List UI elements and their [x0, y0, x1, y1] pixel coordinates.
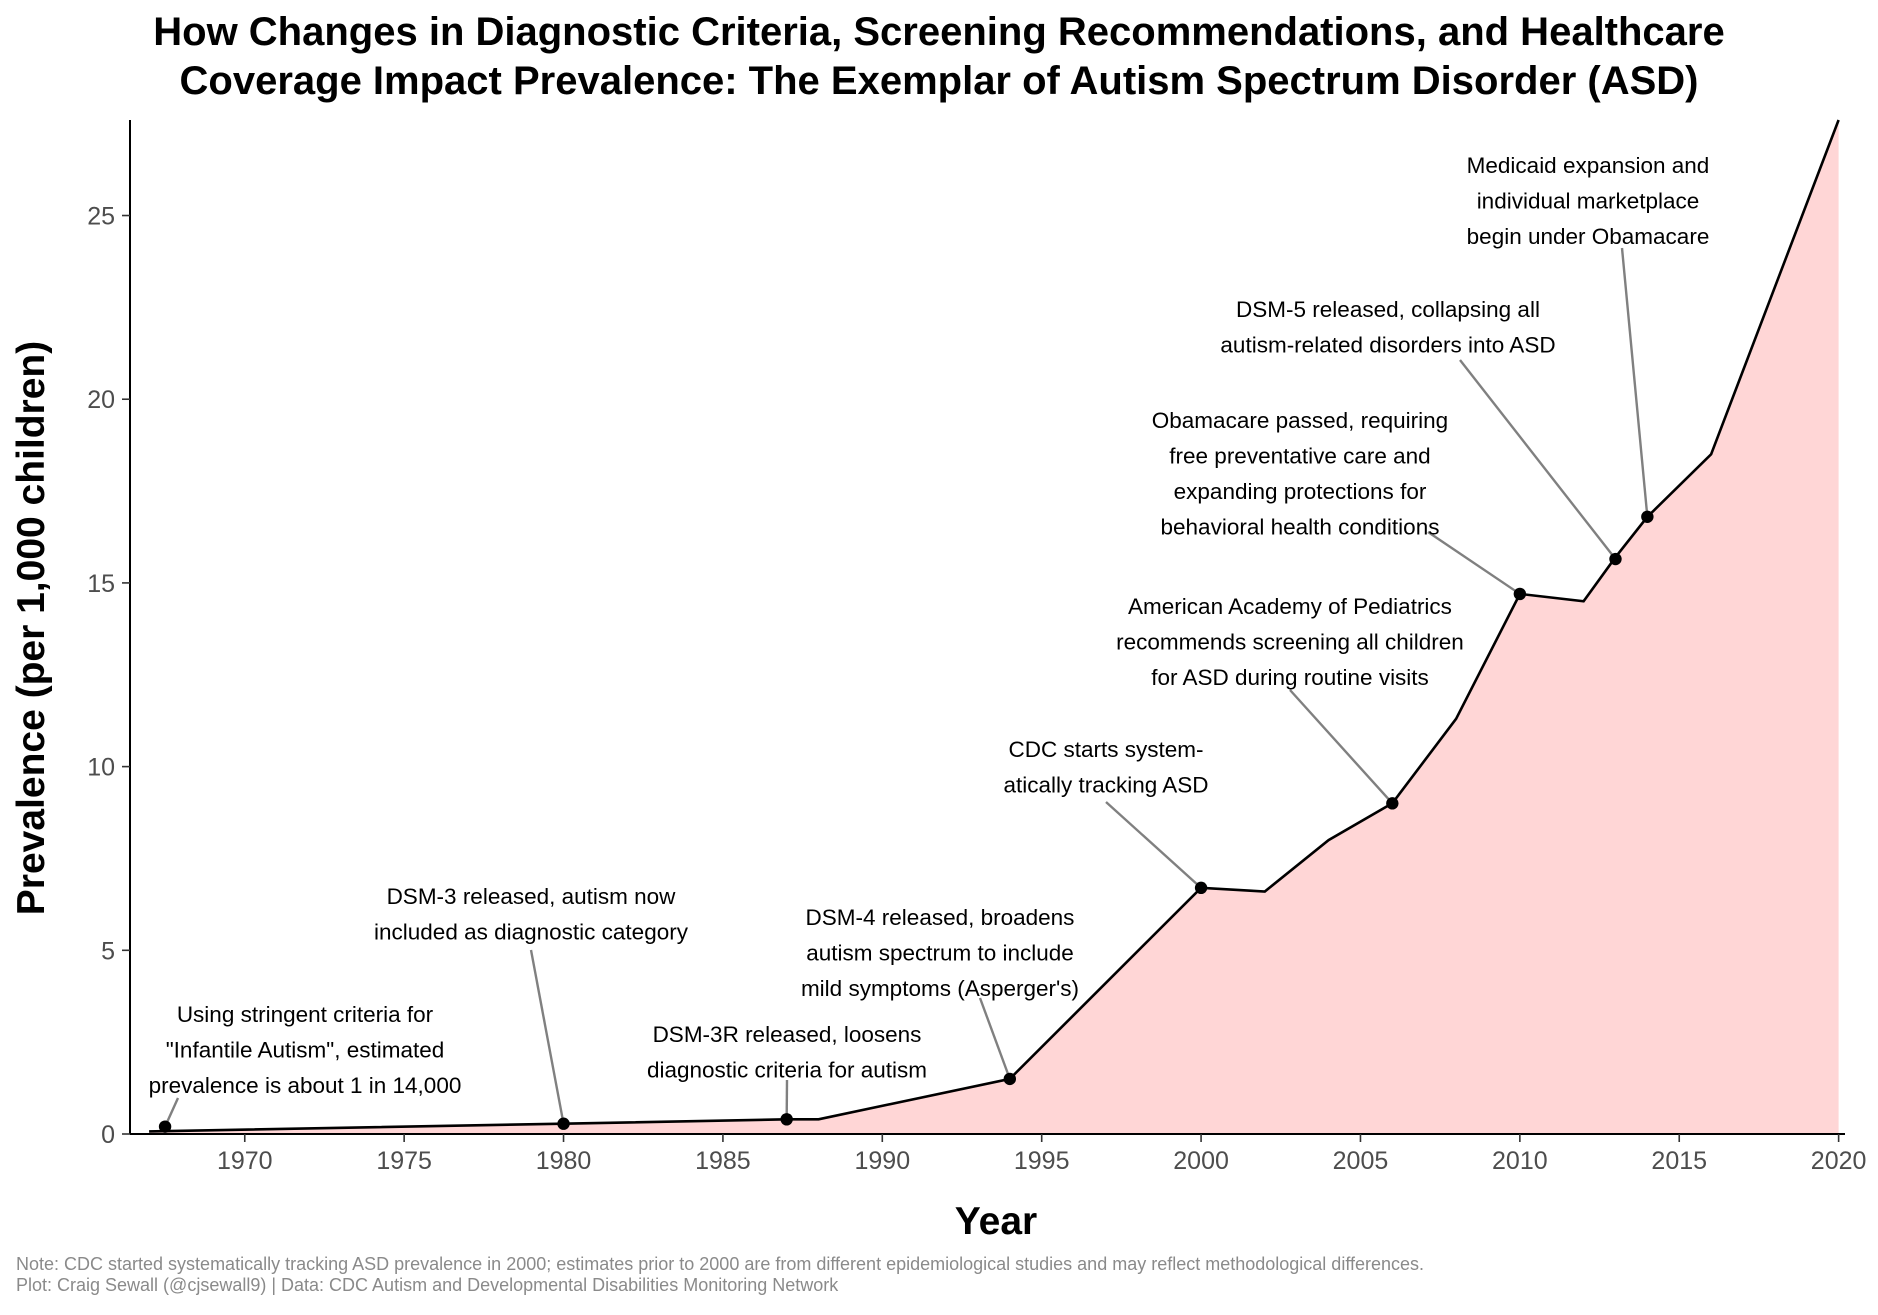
annotation-line: Using stringent criteria for: [177, 1002, 434, 1027]
prevalence-area: [149, 120, 1839, 1134]
event-point: [1386, 797, 1399, 810]
annotation-leader: [1289, 689, 1394, 805]
annotation-line: Medicaid expansion and: [1467, 153, 1710, 178]
chart-caption: Note: CDC started systematically trackin…: [16, 1254, 1424, 1296]
annotation-line: expanding protections for: [1174, 479, 1427, 504]
y-tick-label: 25: [87, 203, 115, 231]
annotation-line: individual marketplace: [1477, 189, 1700, 214]
annotation-line: autism-related disorders into ASD: [1220, 333, 1555, 358]
annotation-line: mild symptoms (Asperger's): [801, 976, 1079, 1001]
annotation-leader: [1105, 801, 1202, 889]
chart-title-line-1: How Changes in Diagnostic Criteria, Scre…: [153, 10, 1725, 54]
annotation-line: recommends screening all children: [1116, 630, 1464, 655]
event-point: [1513, 587, 1527, 601]
annotation-leader: [978, 997, 1011, 1080]
x-tick-label: 2005: [1333, 1147, 1389, 1175]
annotation-line: Obamacare passed, requiring: [1152, 408, 1448, 433]
event-point: [1194, 881, 1208, 895]
x-tick-label: 1985: [695, 1147, 751, 1175]
annotation-leader: [1427, 531, 1521, 595]
annotation-leader: [1459, 359, 1617, 560]
x-tick-label: 1980: [536, 1147, 592, 1175]
caption-note: Note: CDC started systematically trackin…: [16, 1254, 1425, 1274]
annotation-line: DSM-4 released, broadens: [806, 905, 1075, 930]
y-axis-title: Prevalence (per 1,000 children): [10, 341, 53, 915]
annotation-line: DSM-3 released, autism now: [387, 884, 677, 909]
annotation-line: atically tracking ASD: [1003, 773, 1208, 798]
chart-title: How Changes in Diagnostic Criteria, Scre…: [0, 8, 1878, 106]
annotation-line: for ASD during routine visits: [1151, 665, 1429, 690]
event-point: [780, 1113, 793, 1126]
x-tick-label: 1995: [1014, 1147, 1070, 1175]
annotation-label: DSM-5 released, collapsing all autism-rel…: [1220, 297, 1555, 358]
annotation-label: Obamacare passed, requiring free preventa…: [1152, 408, 1448, 540]
event-point: [1609, 552, 1622, 566]
event-point: [557, 1117, 570, 1130]
annotation-line: DSM-3R released, loosens: [653, 1022, 922, 1047]
annotation-leader: [529, 949, 565, 1124]
annotation-line: autism spectrum to include: [806, 941, 1074, 966]
x-tick-label: 2010: [1492, 1147, 1548, 1175]
annotation-label: Medicaid expansion and individual marketp…: [1467, 153, 1710, 249]
event-point: [158, 1120, 172, 1133]
annotation-label: DSM-4 released, broadens autism spectrum …: [801, 905, 1079, 1001]
x-tick-label: 2020: [1811, 1147, 1867, 1175]
annotation-line: free preventative care and: [1169, 444, 1430, 469]
annotation-label: American Academy of Pediatrics recommends…: [1116, 594, 1464, 690]
annotation-label: DSM-3 released, autism now included as di…: [374, 884, 689, 945]
annotation-label: Using stringent criteria for "Infantile A…: [149, 1002, 462, 1098]
annotation-line: American Academy of Pediatrics: [1128, 594, 1452, 619]
x-tick-label: 1975: [376, 1147, 432, 1175]
x-tick-label: 2000: [1173, 1147, 1229, 1175]
x-tick-label: 2015: [1651, 1147, 1707, 1175]
annotation-leader: [1620, 247, 1649, 517]
y-tick-label: 20: [87, 386, 115, 414]
annotation-line: DSM-5 released, collapsing all: [1236, 297, 1540, 322]
x-tick-label: 1990: [854, 1147, 910, 1175]
caption-source: Plot: Craig Sewall (@cjsewall9) | Data: …: [16, 1275, 839, 1295]
annotation-line: "Infantile Autism", estimated: [166, 1038, 445, 1063]
annotation-line: diagnostic criteria for autism: [647, 1058, 927, 1083]
annotation-line: included as diagnostic category: [374, 920, 689, 945]
prevalence-line: [149, 119, 1840, 1133]
chart-title-line-2: Coverage Impact Prevalence: The Exemplar…: [179, 59, 1699, 103]
x-tick-label: 1970: [217, 1147, 273, 1175]
x-axis-title: Year: [955, 1200, 1037, 1243]
y-tick-label: 5: [101, 937, 115, 965]
event-point: [1641, 510, 1654, 523]
annotation-line: CDC starts system-: [1008, 737, 1203, 762]
annotation-line: behavioral health conditions: [1161, 515, 1440, 540]
annotation-line: begin under Obamacare: [1467, 224, 1710, 249]
y-tick-label: 15: [87, 570, 115, 598]
annotation-label: CDC starts system-atically tracking ASD: [1003, 737, 1208, 798]
y-tick-label: 0: [101, 1121, 115, 1149]
event-point: [1003, 1072, 1017, 1086]
annotation-line: prevalence is about 1 in 14,000: [149, 1073, 462, 1098]
annotation-label: DSM-3R released, loosens diagnostic crite…: [647, 1022, 927, 1083]
y-tick-label: 10: [87, 754, 115, 782]
